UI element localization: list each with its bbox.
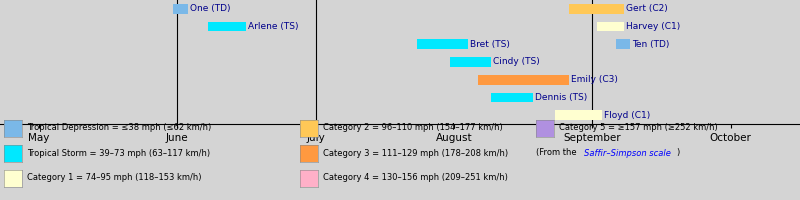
Text: Gert (C2): Gert (C2)	[626, 4, 668, 13]
Text: One (TD): One (TD)	[190, 4, 231, 13]
Text: Arlene (TS): Arlene (TS)	[249, 22, 299, 31]
Text: Floyd (C1): Floyd (C1)	[604, 111, 650, 120]
Bar	[616, 39, 630, 49]
Text: Emily (C3): Emily (C3)	[571, 75, 618, 84]
Text: Category 4 = 130–156 mph (209–251 km/h): Category 4 = 130–156 mph (209–251 km/h)	[323, 174, 508, 182]
Text: (From the: (From the	[536, 148, 579, 158]
Text: Category 2 = 96–110 mph (154–177 km/h): Category 2 = 96–110 mph (154–177 km/h)	[323, 123, 503, 132]
Text: Tropical Storm = 39–73 mph (63–117 km/h): Tropical Storm = 39–73 mph (63–117 km/h)	[27, 148, 210, 158]
Text: Tropical Depression = ≤38 mph (≤62 km/h): Tropical Depression = ≤38 mph (≤62 km/h)	[27, 123, 211, 132]
Bar	[491, 93, 533, 102]
Bar	[417, 39, 468, 49]
Text: Bret (TS): Bret (TS)	[470, 40, 510, 49]
Text: Dennis (TS): Dennis (TS)	[535, 93, 587, 102]
Text: Cindy (TS): Cindy (TS)	[494, 58, 540, 66]
Bar	[208, 22, 246, 31]
Bar	[478, 75, 569, 85]
Bar	[450, 57, 491, 67]
Text: ): )	[677, 148, 680, 158]
Bar	[173, 4, 188, 14]
Text: Saffir–Simpson scale: Saffir–Simpson scale	[584, 148, 671, 158]
Bar	[555, 110, 602, 120]
Bar	[569, 4, 624, 14]
Text: Harvey (C1): Harvey (C1)	[626, 22, 681, 31]
Text: Category 5 = ≥157 mph (≥252 km/h): Category 5 = ≥157 mph (≥252 km/h)	[559, 123, 718, 132]
Text: Category 3 = 111–129 mph (178–208 km/h): Category 3 = 111–129 mph (178–208 km/h)	[323, 148, 508, 158]
Bar	[597, 22, 624, 31]
Text: Ten (TD): Ten (TD)	[632, 40, 670, 49]
Text: Category 1 = 74–95 mph (118–153 km/h): Category 1 = 74–95 mph (118–153 km/h)	[27, 174, 202, 182]
